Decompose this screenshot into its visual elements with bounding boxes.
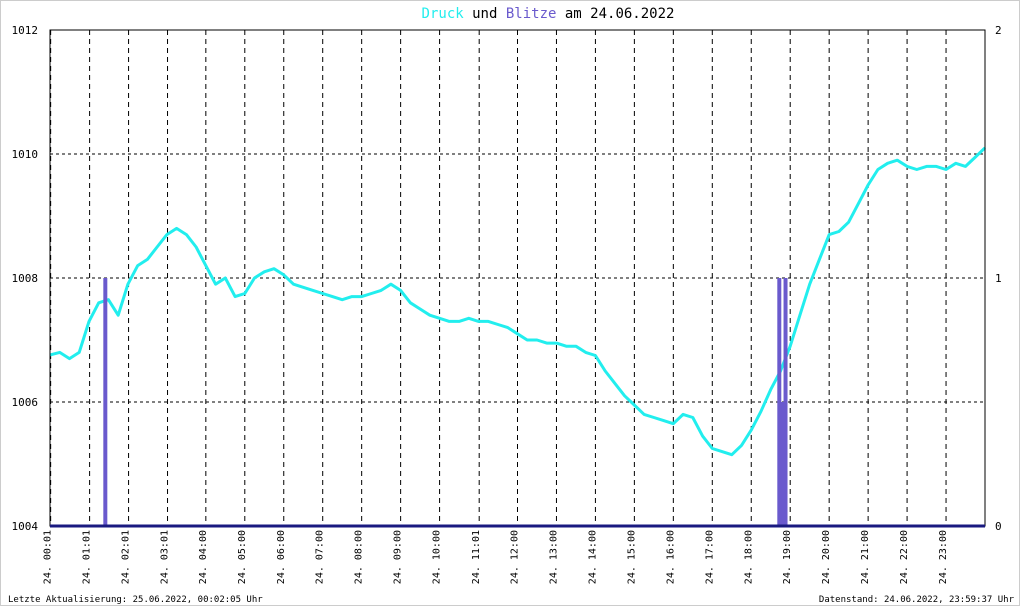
- x-tick-label: 24. 13:00: [548, 530, 559, 584]
- y2-tick-label: 0: [995, 520, 1002, 533]
- y-tick-label: 1010: [12, 148, 39, 161]
- y-tick-label: 1004: [12, 520, 39, 533]
- x-tick-label: 24. 08:00: [354, 530, 365, 584]
- footer-right: Datenstand: 24.06.2022, 23:59:37 Uhr: [819, 595, 1015, 605]
- x-tick-label: 24. 01:01: [82, 530, 93, 584]
- x-tick-label: 24. 10:00: [432, 530, 443, 584]
- x-tick-label: 24. 16:00: [665, 530, 676, 584]
- x-tick-label: 24. 03:01: [160, 530, 171, 584]
- y2-tick-label: 1: [995, 272, 1002, 285]
- lightning-bar: [103, 278, 108, 526]
- lightning-bar: [780, 402, 785, 526]
- title-series-2: Blitze: [506, 6, 557, 22]
- x-tick-label: 24. 05:00: [237, 530, 248, 584]
- x-tick-label: 24. 06:00: [276, 530, 287, 584]
- x-tick-label: 24. 09:00: [393, 530, 404, 584]
- x-tick-label: 24. 19:00: [782, 530, 793, 584]
- x-tick-label: 24. 23:00: [938, 530, 949, 584]
- pressure-line: [49, 146, 987, 457]
- y-tick-label: 1008: [12, 272, 39, 285]
- chart-title: Druck und Blitze am 24.06.2022: [422, 6, 675, 22]
- x-tick-label: 24. 15:00: [626, 530, 637, 584]
- lightning-bar: [783, 278, 788, 526]
- x-tick-label: 24. 18:00: [743, 530, 754, 584]
- x-tick-label: 24. 21:00: [860, 530, 871, 584]
- x-tick-label: 24. 12:00: [510, 530, 521, 584]
- x-tick-label: 24. 20:00: [821, 530, 832, 584]
- lightning-bar: [777, 278, 782, 526]
- y-tick-label: 1006: [12, 396, 39, 409]
- title-joiner: und: [472, 6, 497, 22]
- footer-left: Letzte Aktualisierung: 25.06.2022, 00:02…: [8, 595, 263, 605]
- title-date: am 24.06.2022: [565, 6, 675, 22]
- x-tick-label: 24. 22:00: [899, 530, 910, 584]
- x-tick-label: 24. 07:00: [315, 530, 326, 584]
- x-tick-label: 24. 17:00: [704, 530, 715, 584]
- x-tick-label: 24. 11:01: [471, 530, 482, 584]
- x-tick-label: 24. 02:01: [121, 530, 132, 584]
- x-tick-label: 24. 14:00: [587, 530, 598, 584]
- y-tick-label: 1012: [12, 24, 39, 37]
- x-tick-label: 24. 00:01: [43, 530, 54, 584]
- x-tick-label: 24. 04:00: [198, 530, 209, 584]
- title-series-1: Druck: [422, 6, 465, 22]
- y2-tick-label: 2: [995, 24, 1002, 37]
